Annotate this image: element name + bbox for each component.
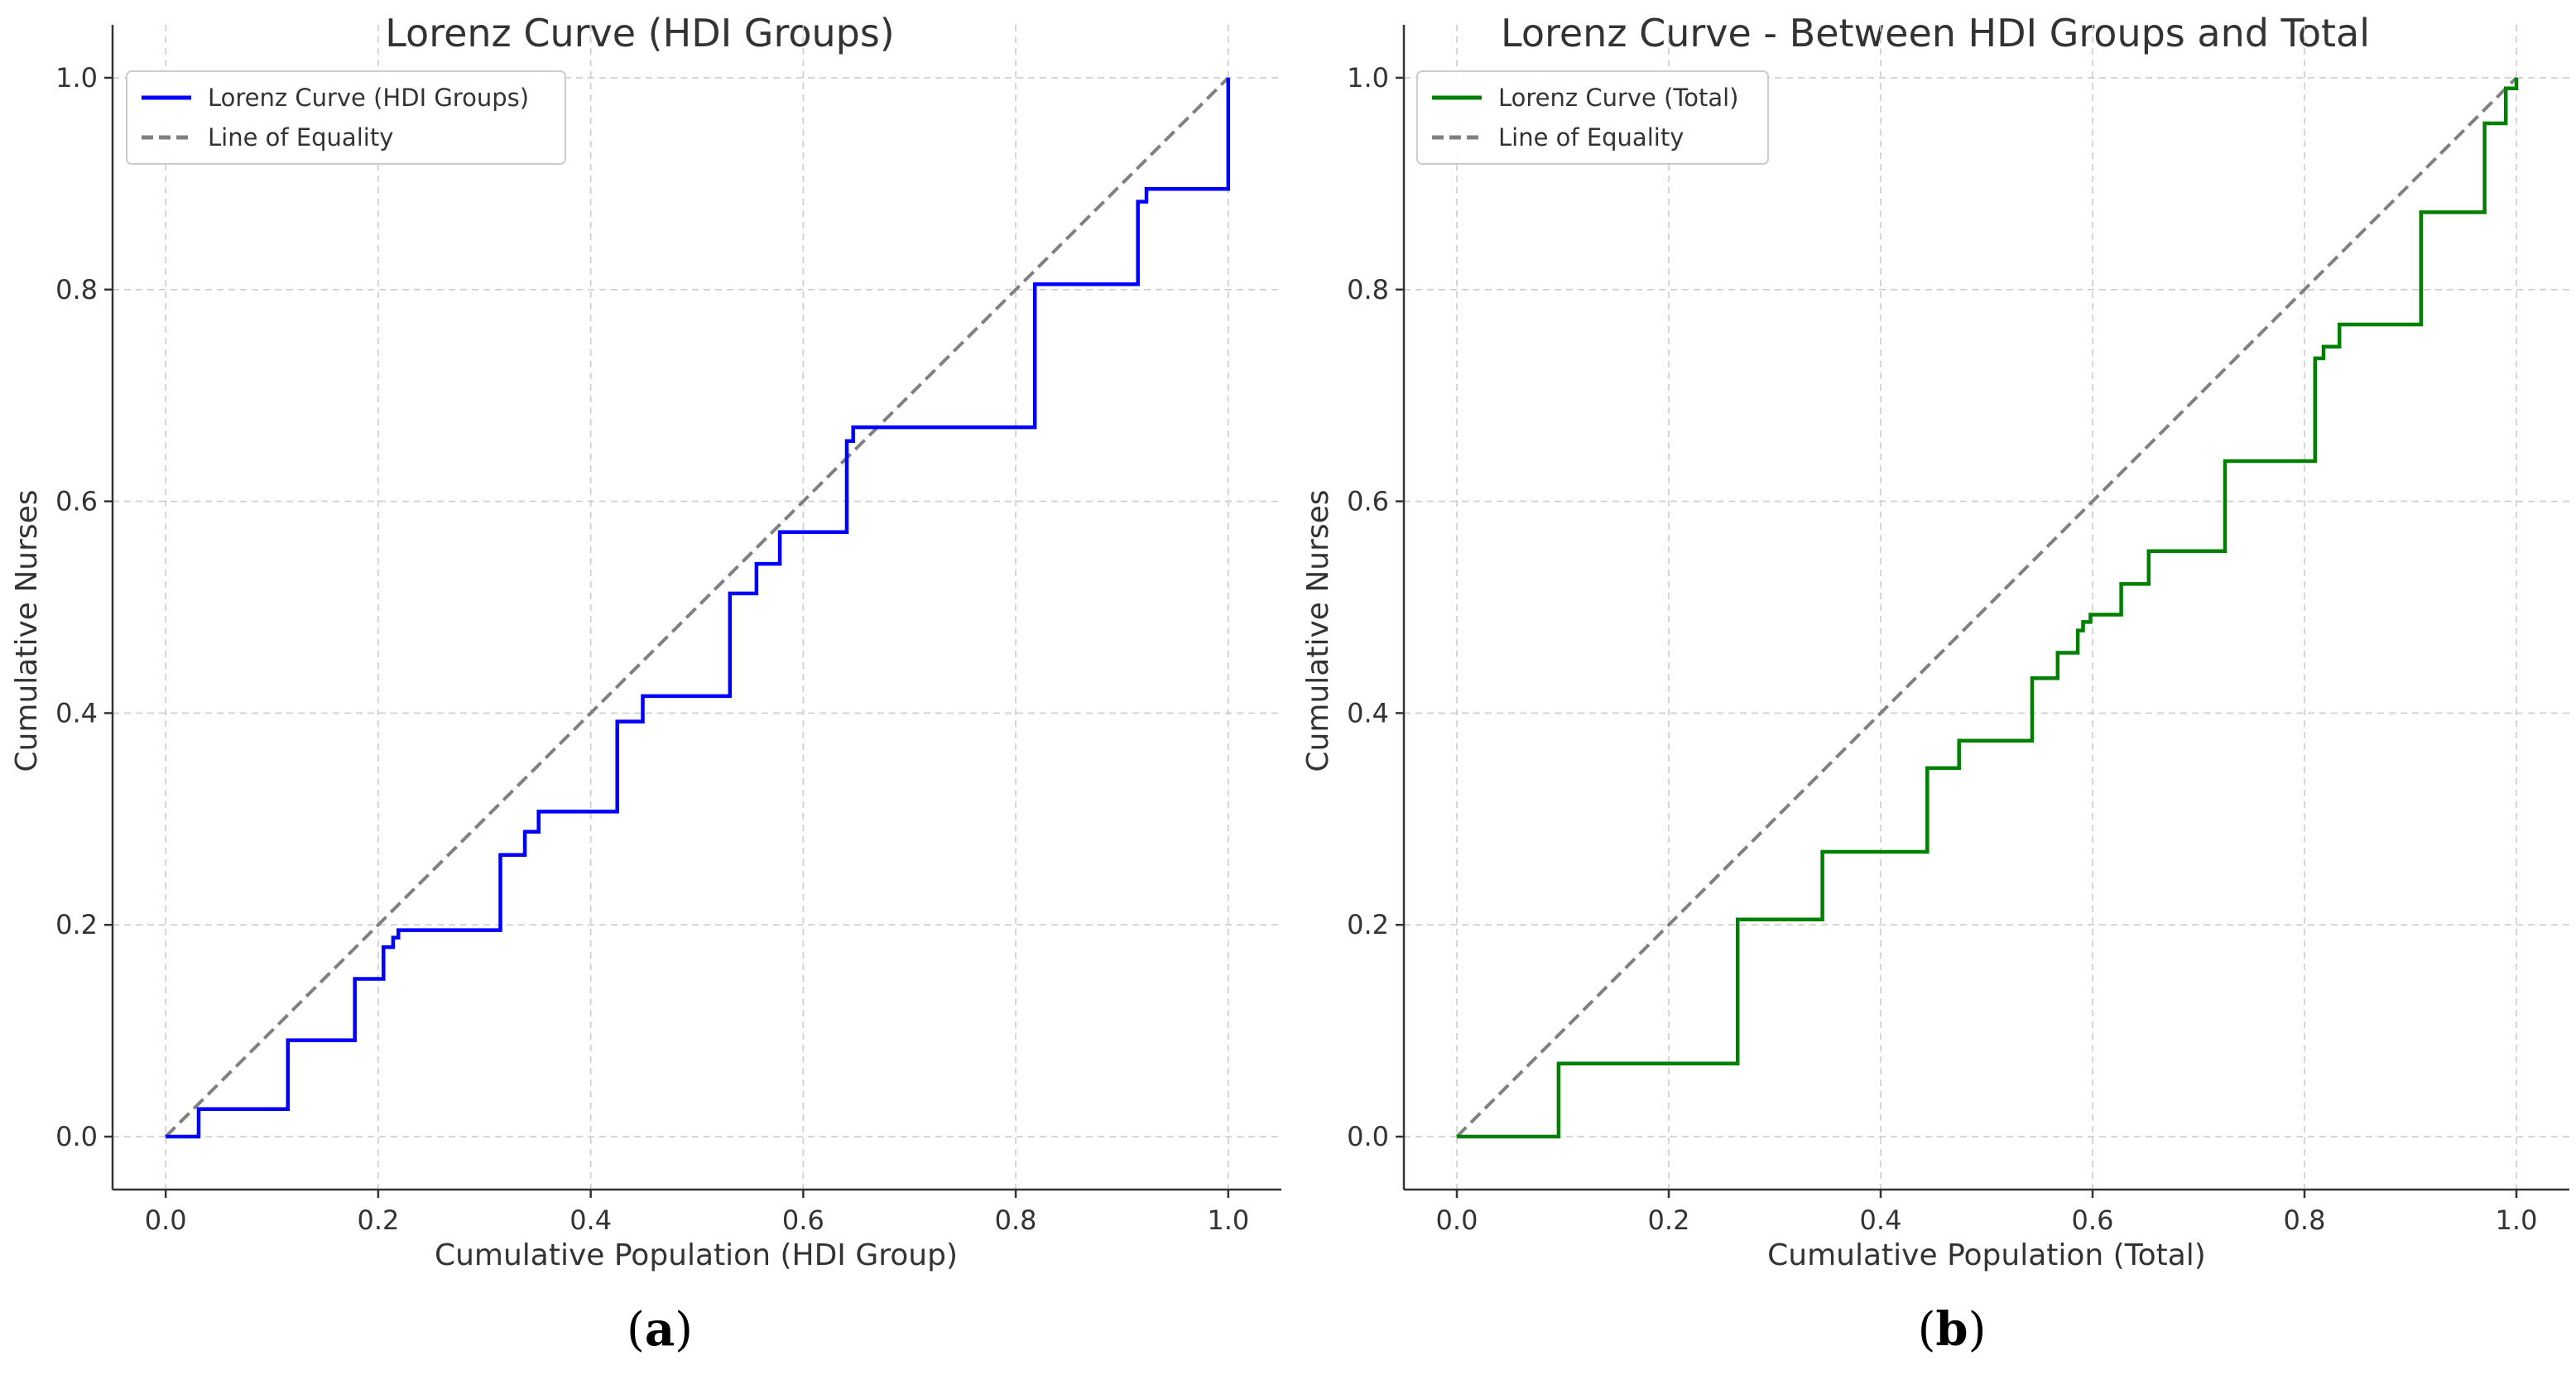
x-axis-label: Cumulative Population (Total): [1767, 1238, 2206, 1272]
series-layer: [164, 76, 1231, 1139]
y-tick-label: 0.0: [55, 1121, 98, 1152]
x-axis-label: Cumulative Population (HDI Group): [435, 1238, 958, 1272]
lorenz-curve-line: [166, 78, 1231, 1139]
x-tick-label: 0.6: [782, 1204, 824, 1236]
series-layer: [1455, 76, 2519, 1139]
y-tick-label: 0.6: [1347, 486, 1389, 517]
legend-label-lorenz: Lorenz Curve (Total): [1498, 84, 1738, 112]
y-tick-label: 0.2: [55, 909, 98, 940]
x-tick-label: 0.2: [1648, 1204, 1690, 1236]
y-tick-label: 0.8: [55, 274, 98, 305]
legend-label-lorenz: Lorenz Curve (HDI Groups): [208, 84, 529, 112]
legend: Lorenz Curve (HDI Groups) Line of Equali…: [126, 70, 566, 165]
axes: 0.0 0.2 0.4 0.6 0.8 1.0 0.0 0.2 0.4 0.6 0.8 1.0: [55, 25, 1281, 1236]
caption-close-paren: ): [675, 1303, 693, 1357]
x-tick-label: 1.0: [1207, 1204, 1249, 1236]
panel-caption: (b): [1918, 1302, 1987, 1357]
y-tick-label: 0.4: [1347, 697, 1389, 728]
chart-title: Lorenz Curve - Between HDI Groups and To…: [1501, 11, 2370, 55]
grid: [1404, 25, 2569, 1190]
equality-line: [164, 76, 1230, 1138]
y-tick-label: 1.0: [55, 62, 98, 94]
y-axis-label: Cumulative Nurses: [10, 489, 44, 772]
legend-frame: [1416, 70, 1769, 165]
x-tick-label: 0.8: [995, 1204, 1037, 1236]
equality-line: [1455, 76, 2518, 1138]
y-tick-label: 0.8: [1347, 274, 1389, 305]
y-axis-label: Cumulative Nurses: [1301, 489, 1335, 772]
x-tick-label: 0.4: [570, 1204, 612, 1236]
legend-label-equality: Line of Equality: [208, 123, 393, 151]
y-tick-label: 1.0: [1347, 62, 1389, 94]
lorenz-curve-line: [1457, 78, 2519, 1139]
y-tick-label: 0.0: [1347, 1121, 1389, 1152]
x-tick-label: 0.2: [357, 1204, 399, 1236]
y-tick-label: 0.6: [55, 486, 98, 517]
y-tick-label: 0.4: [55, 697, 98, 728]
chart-panel-b: Lorenz Curve - Between HDI Groups and To…: [1301, 11, 2569, 1357]
caption-open-paren: (: [627, 1303, 645, 1357]
axes: 0.0 0.2 0.4 0.6 0.8 1.0 0.0 0.2 0.4 0.6 0.8 1.0: [1347, 25, 2569, 1236]
x-tick-label: 0.0: [1436, 1204, 1478, 1236]
legend-frame: [126, 70, 566, 165]
chart-panel-a: Lorenz Curve (HDI Groups) 0.0 0.2 0.4 0.6 0.…: [10, 11, 1281, 1357]
x-tick-label: 0.6: [2072, 1204, 2114, 1236]
caption-letter: b: [1935, 1302, 1968, 1357]
caption-open-paren: (: [1918, 1303, 1936, 1357]
chart-title: Lorenz Curve (HDI Groups): [385, 11, 895, 55]
panel-caption: (a): [627, 1302, 693, 1357]
caption-letter: a: [645, 1302, 675, 1357]
grid: [113, 25, 1281, 1190]
legend: Lorenz Curve (Total) Line of Equality: [1416, 70, 1769, 165]
legend-label-equality: Line of Equality: [1498, 123, 1684, 151]
x-tick-label: 0.4: [1860, 1204, 1902, 1236]
x-tick-label: 0.0: [145, 1204, 187, 1236]
caption-close-paren: ): [1968, 1303, 1987, 1357]
x-tick-label: 0.8: [2284, 1204, 2326, 1236]
y-tick-label: 0.2: [1347, 909, 1389, 940]
x-tick-label: 1.0: [2496, 1204, 2538, 1236]
